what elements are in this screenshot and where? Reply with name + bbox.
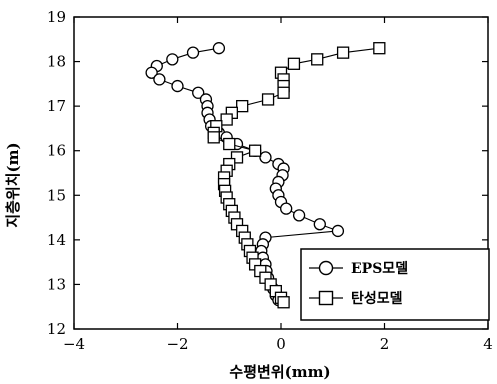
data-point-square (373, 42, 386, 55)
legend-marker-circle (318, 260, 334, 276)
y-tick-label: 18 (47, 53, 66, 71)
data-point-circle (259, 151, 272, 164)
x-tick-label: 2 (380, 335, 390, 353)
y-tick-label: 16 (47, 142, 66, 160)
x-tick-label: −4 (63, 335, 85, 353)
series-area (145, 42, 386, 309)
data-point-square (220, 113, 233, 126)
y-tick-label: 17 (47, 97, 66, 115)
data-point-square (261, 93, 275, 106)
data-point-square (248, 144, 262, 157)
y-tick-label: 12 (47, 320, 66, 338)
data-point-circle (145, 66, 158, 79)
data-point-square (230, 151, 244, 164)
data-point-square (277, 296, 290, 309)
data-point-circle (186, 46, 200, 59)
legend-box (300, 248, 490, 321)
y-tick-label: 15 (47, 186, 66, 204)
data-point-square (287, 57, 301, 70)
legend-marker-square (318, 290, 334, 306)
y-tick-label: 13 (47, 275, 66, 293)
x-tick-label: 4 (483, 335, 493, 353)
data-point-circle (153, 73, 166, 86)
data-point-circle (292, 209, 306, 222)
data-point-square (236, 99, 249, 113)
data-point-square (311, 53, 324, 66)
data-point-circle (313, 218, 326, 231)
data-point-square (277, 86, 290, 99)
y-tick-label: 19 (47, 8, 66, 26)
data-point-circle (171, 79, 184, 93)
legend-label-elastic: 탄성모델 (351, 290, 403, 307)
data-point-square (223, 137, 236, 151)
data-point-square (207, 131, 220, 144)
legend: EPS모델 탄성모델 (300, 248, 490, 321)
legend-label-eps: EPS모델 (351, 261, 408, 277)
y-axis-title: 지층위치(m) (4, 142, 22, 227)
axes: −4 −2 0 2 4 12 13 14 15 16 17 18 19 (47, 8, 493, 353)
x-axis-title: 수평변위(mm) (229, 363, 330, 381)
data-point-circle (192, 86, 205, 99)
data-point-square (336, 46, 350, 59)
data-point-circle (166, 53, 179, 66)
x-tick-label: −2 (166, 335, 188, 353)
data-point-circle (280, 202, 293, 215)
data-point-circle (331, 224, 345, 238)
data-point-circle (212, 42, 226, 55)
y-tick-label: 14 (47, 231, 66, 249)
x-tick-label: 0 (276, 335, 286, 353)
